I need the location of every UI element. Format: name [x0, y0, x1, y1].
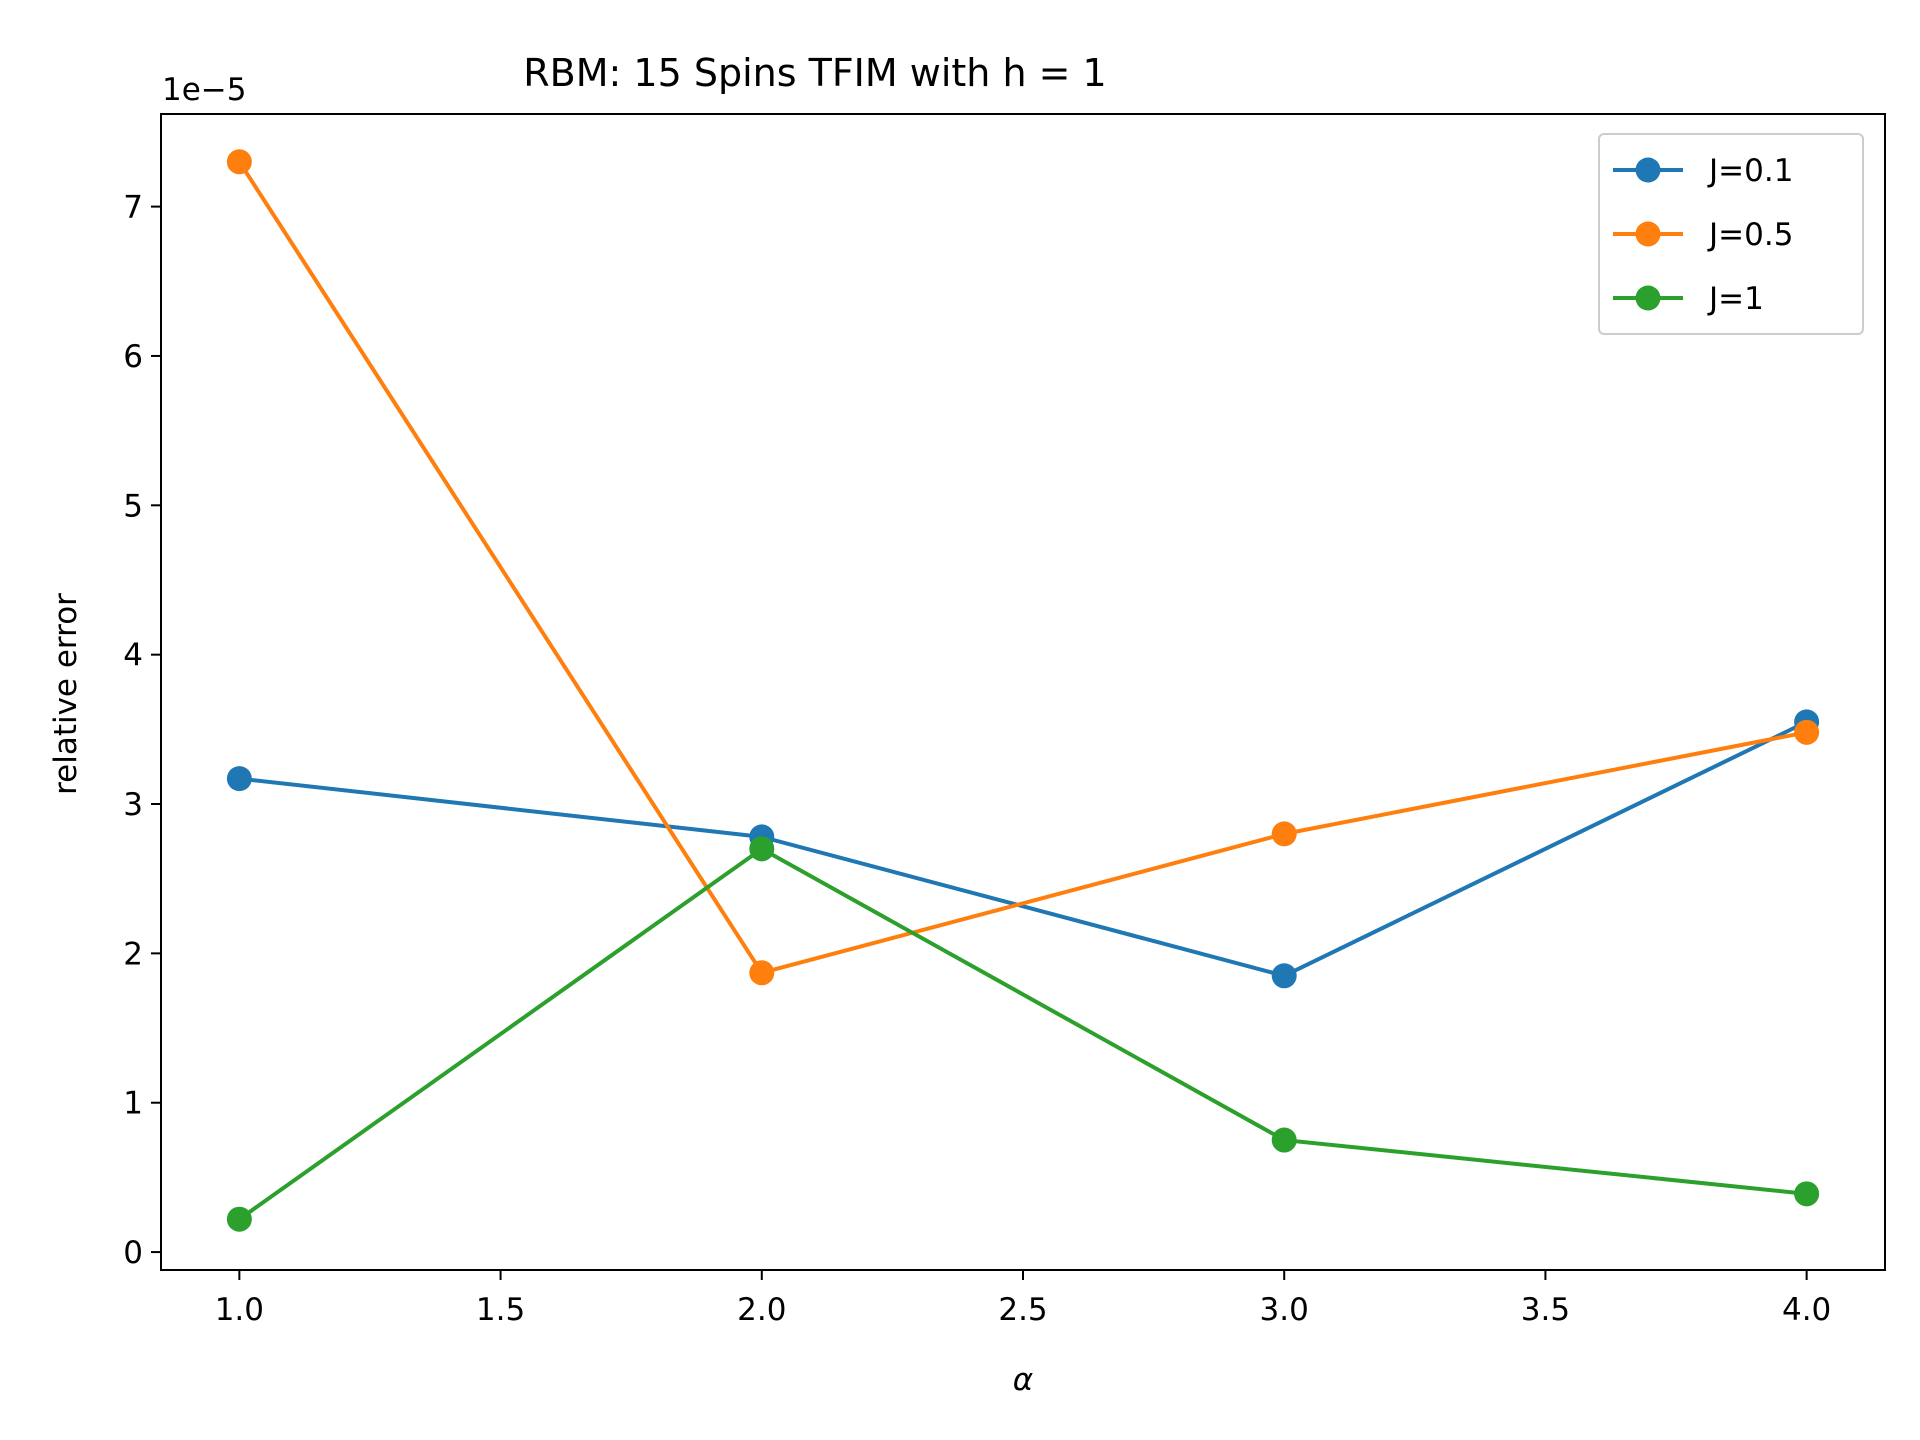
x-tick-label: 2.5 — [998, 1292, 1047, 1328]
y-tick-label: 4 — [123, 638, 143, 674]
data-point — [749, 836, 775, 862]
legend-label: J=0.1 — [1707, 153, 1793, 189]
legend-marker — [1635, 221, 1661, 247]
series-line — [239, 720, 1808, 978]
x-tick-label: 3.0 — [1260, 1292, 1309, 1328]
legend-label: J=1 — [1707, 281, 1764, 317]
legend-entry: J=0.1 — [1613, 153, 1793, 189]
y-offset-label: 1e−5 — [162, 72, 247, 108]
legend-box — [1598, 133, 1864, 335]
data-point — [226, 149, 252, 175]
data-point — [1271, 821, 1297, 847]
series-layer — [226, 149, 1820, 1232]
legend-entry: J=1 — [1613, 281, 1764, 317]
y-axis-label: relative error — [48, 593, 84, 795]
y-tick-label: 2 — [123, 936, 143, 972]
x-tick-label: 1.0 — [215, 1292, 264, 1328]
data-point — [1794, 1181, 1820, 1207]
x-tick-label: 3.5 — [1521, 1292, 1570, 1328]
series-line — [237, 160, 1808, 975]
plot-frame — [160, 113, 1886, 1271]
y-tick-label: 3 — [123, 787, 143, 823]
legend-marker — [1635, 285, 1661, 311]
x-tick-label: 4.0 — [1782, 1292, 1831, 1328]
chart-title: RBM: 15 Spins TFIM with h = 1 — [523, 51, 1106, 95]
y-tick-label: 5 — [123, 488, 143, 524]
y-axis-ticks: 0 1 2 3 4 5 6 7 — [123, 190, 161, 1271]
series-line — [238, 846, 1807, 1221]
data-point — [226, 1206, 252, 1232]
series-J=1 — [226, 836, 1820, 1232]
x-axis-label: α — [1013, 1362, 1033, 1398]
data-point — [1271, 963, 1297, 989]
x-tick-label: 2.0 — [737, 1292, 786, 1328]
data-point — [749, 960, 775, 986]
x-axis-ticks: 1.0 1.5 2.0 2.5 3.0 3.5 4.0 — [215, 1270, 1831, 1328]
y-tick-label: 1 — [123, 1086, 143, 1122]
legend-label: J=0.5 — [1707, 217, 1793, 253]
x-tick-label: 1.5 — [476, 1292, 525, 1328]
legend: J=0.1 J=0.5 J=1 — [1598, 133, 1864, 335]
legend-entry: J=0.5 — [1613, 217, 1793, 253]
y-tick-label: 7 — [123, 190, 143, 226]
y-tick-label: 0 — [123, 1235, 143, 1271]
y-tick-label: 6 — [123, 339, 143, 375]
series-J=0.5 — [226, 149, 1820, 986]
data-point — [1271, 1127, 1297, 1153]
data-point — [226, 766, 252, 792]
series-J=0.1 — [226, 709, 1820, 989]
legend-marker — [1635, 157, 1661, 183]
data-point — [1794, 719, 1820, 745]
